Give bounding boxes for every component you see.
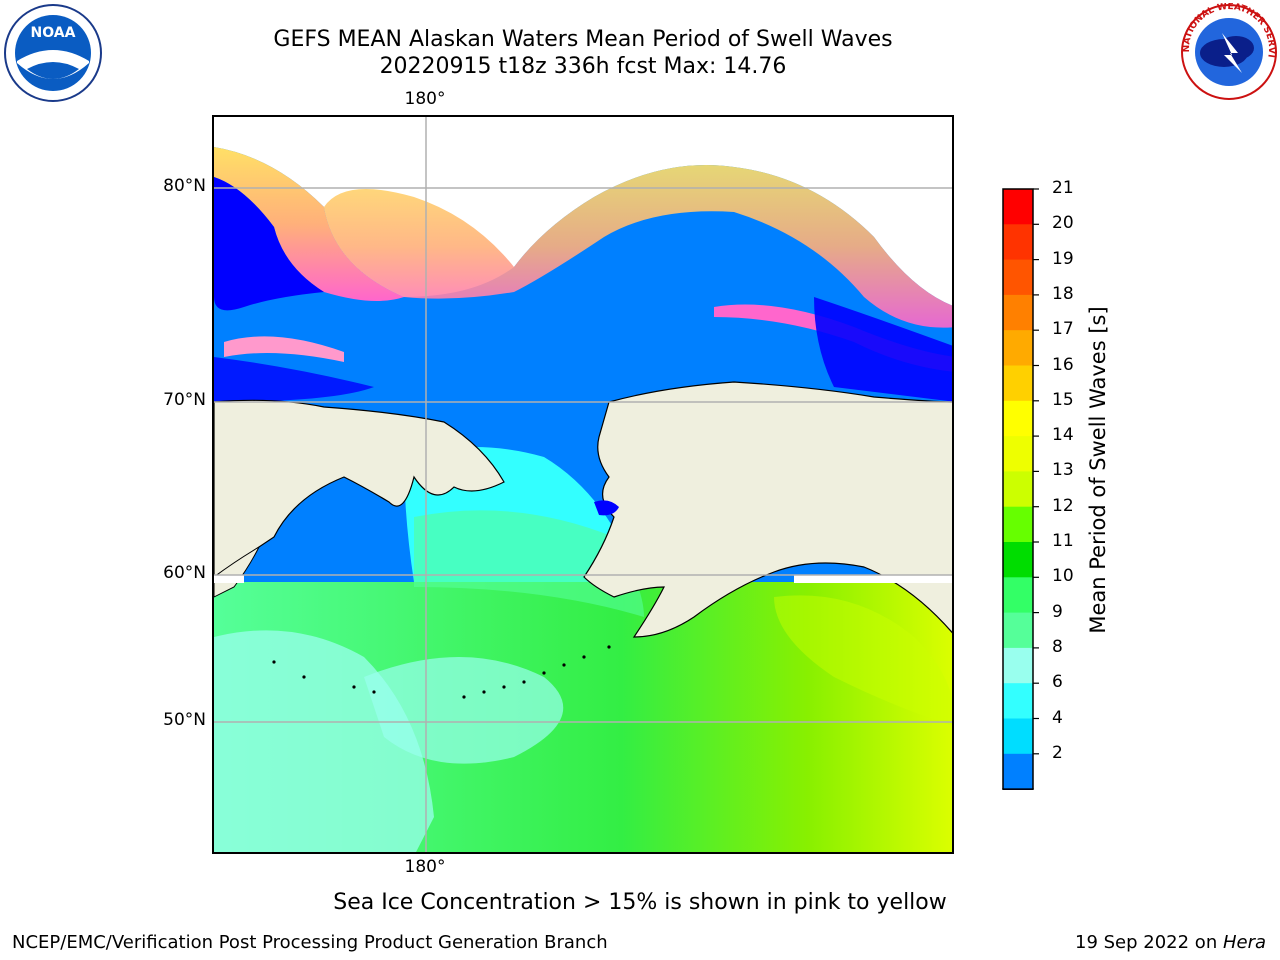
aleutian-islands: [272, 645, 611, 699]
swell-period-map: [214, 117, 952, 852]
lat-label-80n: 80°N: [163, 176, 206, 196]
no-data-strip-east: [794, 575, 952, 583]
colorbar-segment: [1003, 294, 1033, 331]
colorbar-tick-label: 10: [1052, 566, 1074, 587]
graticule: [214, 117, 952, 852]
colorbar-tick-label: 15: [1052, 389, 1074, 410]
chart-subtitle: 20220915 t18z 336h fcst Max: 14.76: [379, 54, 787, 79]
colorbar-segment: [1003, 259, 1033, 296]
colorbar-segment: [1003, 400, 1033, 437]
colorbar-segment: [1003, 612, 1033, 649]
siberia-landmass: [214, 399, 505, 578]
light-cyan-patch-central: [364, 657, 564, 764]
colorbar-tick-label: 2: [1052, 742, 1063, 763]
footer-date: 19 Sep 2022 on Hera: [1075, 932, 1266, 953]
lon-label-bottom: 180°: [404, 857, 446, 877]
colorbar-tick-label: 6: [1052, 672, 1063, 693]
short-period-patch-w: [214, 357, 374, 402]
no-data-strip-west: [214, 575, 244, 583]
colorbar-tick-label: 12: [1052, 495, 1074, 516]
colorbar: [1001, 188, 1039, 790]
footer-credit: NCEP/EMC/Verification Post Processing Pr…: [12, 932, 608, 953]
colorbar-segment: [1003, 683, 1033, 719]
colorbar-label: Mean Period of Swell Waves [s]: [1086, 306, 1110, 634]
colorbar-segment: [1003, 330, 1033, 366]
colorbar-tick-label: 17: [1052, 319, 1074, 340]
noaa-logo-icon: NOAA: [4, 4, 102, 102]
colorbar-tick-label: 9: [1052, 601, 1063, 622]
sea-ice-band-north: [324, 165, 952, 328]
svg-text:NOAA: NOAA: [31, 25, 76, 41]
yellow-green-patch-east: [774, 595, 952, 726]
colorbar-segment: [1003, 506, 1033, 543]
lat-label-60n: 60°N: [163, 563, 206, 583]
colorbar-tick-label: 18: [1052, 283, 1074, 304]
map-panel: [212, 115, 954, 854]
colorbar-tick-label: 19: [1052, 248, 1074, 269]
colorbar-segment: [1003, 647, 1033, 684]
norton-sound-patch: [594, 500, 619, 516]
colorbar-segment: [1003, 542, 1033, 578]
sea-ice-band-west: [214, 147, 404, 301]
colorbar-outline: [1002, 188, 1034, 790]
colorbar-segment: [1003, 718, 1033, 755]
lon-label-top: 180°: [404, 89, 446, 109]
colorbar-segment: [1003, 189, 1033, 225]
kamchatka-landmass: [214, 545, 261, 598]
lat-label-70n: 70°N: [163, 390, 206, 410]
colorbar-tick-label: 20: [1052, 213, 1074, 234]
bering-sea-green: [414, 510, 644, 617]
colorbar-segment: [1003, 436, 1033, 472]
colorbar-tick-label: 4: [1052, 707, 1063, 728]
alaska-landmass: [583, 381, 952, 638]
colorbar-segment: [1003, 577, 1033, 614]
colorbar-segment: [1003, 224, 1033, 261]
short-period-patch-ne: [814, 297, 952, 402]
lat-label-50n: 50°N: [163, 710, 206, 730]
colorbar-tick-label: 8: [1052, 636, 1063, 657]
colorbar-segment: [1003, 753, 1033, 790]
colorbar-segment: [1003, 365, 1033, 402]
short-period-patch-nw: [214, 177, 324, 311]
colorbar-tick-label: 11: [1052, 531, 1074, 551]
colorbar-tick-label: 21: [1052, 178, 1074, 198]
sea-ice-note: Sea Ice Concentration > 15% is shown in …: [333, 890, 947, 915]
colorbar-tick-label: 16: [1052, 354, 1074, 375]
colorbar-segment: [1003, 471, 1033, 508]
nws-logo-icon: NATIONAL WEATHER SERVICE: [1180, 3, 1277, 100]
sea-ice-patch: [224, 336, 344, 362]
colorbar-tick-label: 14: [1052, 425, 1074, 446]
chart-title: GEFS MEAN Alaskan Waters Mean Period of …: [273, 27, 893, 52]
colorbar-tick-label: 13: [1052, 460, 1074, 481]
